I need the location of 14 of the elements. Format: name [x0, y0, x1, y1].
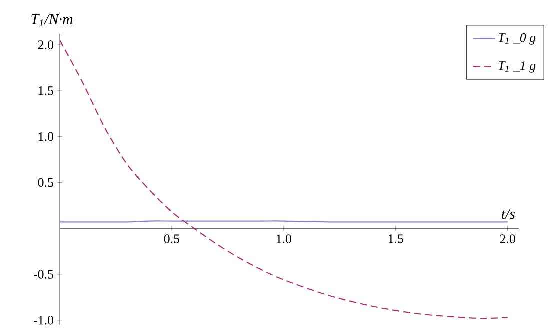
y-tick-label: 1.5 — [38, 86, 54, 96]
y-tick-label: -1.0 — [34, 316, 54, 325]
y-axis-title: T$_{1}$/N·m — [32, 14, 73, 26]
legend-label: T$_{1}$ _1 g — [498, 62, 536, 73]
x-axis-title: t/s — [502, 209, 516, 220]
y-tick-label: -0.5 — [34, 270, 54, 279]
y-tick-label: 0.5 — [38, 178, 54, 188]
y-tick-label: 1.0 — [38, 132, 54, 142]
y-tick-label: 2.0 — [38, 40, 54, 50]
x-tick-label: 2.0 — [500, 234, 516, 244]
legend-label: T$_{1}$ _0 g — [498, 33, 536, 45]
x-tick-label: 1.0 — [276, 234, 292, 244]
x-tick-label: 0.5 — [164, 234, 180, 244]
x-tick-label: 1.5 — [388, 234, 404, 244]
